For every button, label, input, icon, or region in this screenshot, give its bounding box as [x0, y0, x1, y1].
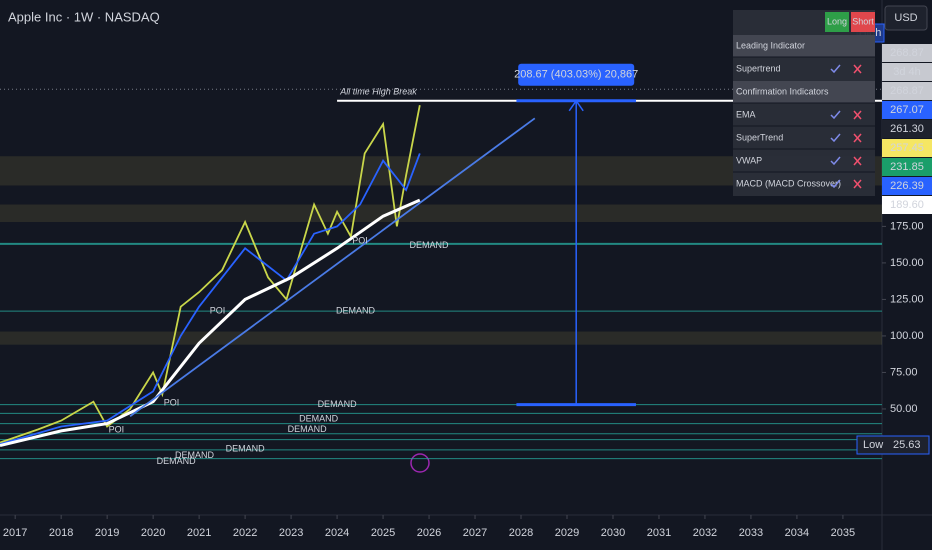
cross-icon	[853, 156, 862, 166]
event-icon[interactable]	[410, 453, 430, 473]
x-tick-label: 2026	[417, 527, 441, 539]
zone	[0, 331, 882, 345]
indicator-name: Supertrend	[736, 63, 781, 73]
price-label: 267.07	[890, 104, 924, 116]
currency[interactable]: USD	[894, 12, 917, 24]
annotation: DEMAND	[288, 424, 328, 434]
check-icon	[830, 156, 841, 166]
series-line	[0, 198, 421, 447]
annotation: DEMAND	[226, 443, 266, 453]
x-tick-label: 2022	[233, 527, 257, 539]
indicator-name: SuperTrend	[736, 132, 783, 142]
x-tick-label: 2023	[279, 527, 303, 539]
price-label: 189.60	[890, 199, 924, 211]
price-label-box	[882, 44, 932, 62]
indicator-name: EMA	[736, 109, 756, 119]
y-tick-label: 50.00	[890, 403, 918, 415]
section-title: Confirmation Indicators	[736, 86, 829, 96]
indicator-table: Long Short Leading Indicator Supertrend Conf…	[733, 10, 875, 196]
price-label-box	[882, 120, 932, 138]
annotation: DEMAND	[318, 399, 358, 409]
x-tick-label: 2028	[509, 527, 533, 539]
annotation: DEMAND	[410, 240, 450, 250]
annotation: POI	[352, 235, 368, 245]
price-label-box	[882, 196, 932, 214]
price-label: 226.39	[890, 180, 924, 192]
short-header: Short	[852, 16, 874, 26]
x-tick-label: 2020	[141, 527, 165, 539]
section-row	[733, 35, 875, 57]
low-tag	[856, 435, 930, 455]
annotation: POI	[109, 424, 125, 434]
x-tick-label: 2035	[831, 527, 855, 539]
price-label-box	[882, 63, 932, 81]
y-tick-label: 150.00	[890, 257, 924, 269]
x-tick-label: 2021	[187, 527, 211, 539]
series-line	[0, 153, 421, 445]
check-icon	[830, 110, 841, 120]
price-label: 268.87	[890, 47, 924, 59]
cross-icon	[853, 179, 862, 189]
y-tick-label: 175.00	[890, 220, 924, 232]
y-tick-label: 75.00	[890, 366, 918, 378]
indicator-name: MACD (MACD Crossover)	[736, 178, 841, 188]
measure-label: 208.67 (403.03%) 20,867	[514, 69, 638, 81]
y-tick-label: 100.00	[890, 330, 924, 342]
check-icon	[830, 64, 841, 74]
x-tick-label: 2033	[739, 527, 763, 539]
series-line	[0, 105, 421, 444]
x-tick-label: 2031	[647, 527, 671, 539]
price-label: 268.87	[890, 85, 924, 97]
x-tick-label: 2029	[555, 527, 579, 539]
price-label: 3d 4h	[893, 66, 921, 78]
indicator-name: VWAP	[736, 155, 762, 165]
low-label: Low	[863, 439, 883, 451]
currency-button[interactable]	[884, 5, 928, 31]
chart-title: Apple Inc · 1W · NASDAQ	[8, 9, 160, 24]
x-tick-label: 2019	[95, 527, 119, 539]
annotation: POI	[164, 397, 180, 407]
long-cell	[825, 12, 849, 32]
price-label: 257.45	[890, 142, 924, 154]
price-label: 261.30	[890, 123, 924, 135]
price-label-box	[882, 177, 932, 195]
check-icon	[830, 133, 841, 143]
cross-icon	[853, 110, 862, 120]
annotation: DEMAND	[157, 456, 197, 466]
price-label-box	[882, 158, 932, 176]
series-line	[129, 117, 536, 418]
measure-label-box	[518, 63, 635, 86]
x-tick-label: 2017	[3, 527, 27, 539]
cross-icon	[853, 133, 862, 143]
price-label-box	[882, 101, 932, 119]
long-header: Long	[827, 16, 847, 26]
low-value: 25.63	[893, 439, 921, 451]
annotation: DEMAND	[299, 414, 339, 424]
cross-icon	[853, 64, 862, 74]
price-label-box	[882, 139, 932, 157]
price-label: 231.85	[890, 161, 924, 173]
short-cell	[851, 12, 875, 32]
section-row	[733, 81, 875, 103]
x-tick-label: 2032	[693, 527, 717, 539]
check-icon	[830, 179, 841, 189]
zone	[0, 204, 882, 223]
price-label-box	[882, 82, 932, 100]
x-tick-label: 2018	[49, 527, 73, 539]
x-tick-label: 2034	[785, 527, 809, 539]
annotation: DEMAND	[175, 450, 215, 460]
x-tick-label: 2025	[371, 527, 395, 539]
annotation: DEMAND	[336, 305, 376, 315]
y-tick-label: 125.00	[890, 293, 924, 305]
annotation: All time High Break	[339, 86, 417, 96]
x-tick-label: 2027	[463, 527, 487, 539]
annotation: POI	[210, 305, 226, 315]
section-title: Leading Indicator	[736, 40, 805, 50]
x-tick-label: 2024	[325, 527, 349, 539]
x-tick-label: 2030	[601, 527, 625, 539]
